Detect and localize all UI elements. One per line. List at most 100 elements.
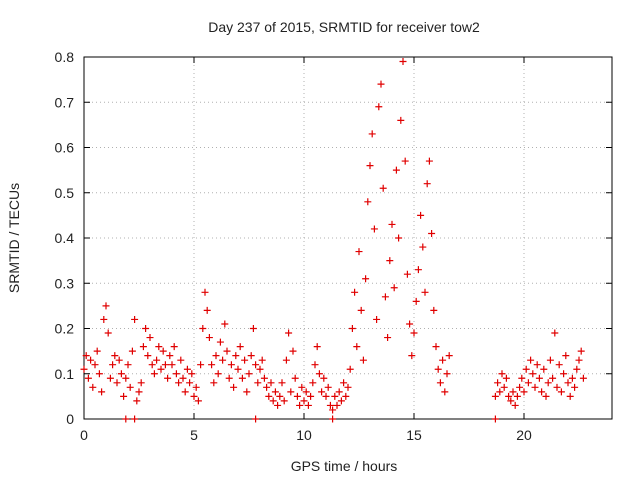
data-point xyxy=(410,329,418,337)
data-point xyxy=(364,198,372,206)
data-point xyxy=(366,162,374,170)
data-point xyxy=(571,383,579,391)
zero-point xyxy=(131,415,139,423)
data-point xyxy=(274,401,282,409)
data-point xyxy=(199,325,207,332)
y-tick-label: 0 xyxy=(66,411,74,427)
data-point xyxy=(496,388,504,396)
data-point xyxy=(271,388,279,396)
data-point xyxy=(159,347,167,355)
data-point xyxy=(351,288,359,296)
y-tick-label: 0.7 xyxy=(55,94,75,110)
data-point xyxy=(267,379,275,387)
data-point xyxy=(212,352,220,360)
data-point xyxy=(234,365,242,373)
data-point xyxy=(247,352,255,360)
data-point xyxy=(139,343,147,351)
data-point xyxy=(439,356,447,364)
data-point xyxy=(379,184,387,192)
data-point xyxy=(386,257,394,265)
data-point xyxy=(324,383,332,391)
data-point xyxy=(516,383,524,391)
data-point xyxy=(566,392,574,400)
data-point xyxy=(573,365,581,373)
data-point xyxy=(353,343,361,351)
zero-point xyxy=(491,415,499,423)
data-point xyxy=(82,352,90,360)
data-point xyxy=(553,383,561,391)
data-point xyxy=(315,370,323,378)
data-point xyxy=(282,356,290,364)
data-point xyxy=(509,388,517,396)
zero-point xyxy=(329,415,337,423)
data-point xyxy=(95,370,103,378)
data-point xyxy=(390,284,398,292)
data-point xyxy=(142,325,150,332)
data-point xyxy=(296,401,304,409)
data-point xyxy=(109,361,117,369)
data-point xyxy=(403,270,411,278)
data-point xyxy=(166,352,174,360)
data-point xyxy=(236,343,244,351)
data-point xyxy=(291,374,299,382)
x-tick-label: 0 xyxy=(80,427,88,443)
data-point xyxy=(373,315,381,323)
data-point xyxy=(355,248,363,256)
data-point xyxy=(148,361,156,369)
data-point xyxy=(544,379,552,387)
data-point xyxy=(443,370,451,378)
data-point xyxy=(555,361,563,369)
data-point xyxy=(245,370,253,378)
data-point xyxy=(513,392,521,400)
data-point xyxy=(419,243,427,251)
x-tick-label: 5 xyxy=(190,427,198,443)
x-tick-label: 20 xyxy=(516,427,532,443)
data-point xyxy=(144,352,152,360)
data-point xyxy=(524,379,532,387)
data-point xyxy=(397,116,405,124)
data-point xyxy=(155,343,163,351)
data-point xyxy=(533,361,541,369)
data-point xyxy=(221,320,229,328)
data-point xyxy=(172,370,180,378)
data-point xyxy=(100,315,108,323)
data-point xyxy=(428,229,436,237)
data-point xyxy=(150,370,158,378)
data-point xyxy=(522,365,530,373)
data-point xyxy=(183,365,191,373)
data-point xyxy=(304,401,312,409)
data-point xyxy=(104,329,112,337)
data-point xyxy=(177,356,185,364)
data-point xyxy=(254,379,262,387)
data-point xyxy=(258,356,266,364)
data-point xyxy=(186,379,194,387)
data-point xyxy=(153,356,161,364)
data-point xyxy=(241,356,249,364)
data-point xyxy=(491,392,499,400)
data-point xyxy=(562,352,570,360)
data-point xyxy=(425,157,433,165)
data-point xyxy=(359,356,367,364)
data-point xyxy=(500,383,508,391)
data-point xyxy=(111,352,119,360)
data-points xyxy=(80,58,587,423)
data-point xyxy=(214,370,222,378)
data-point xyxy=(238,374,246,382)
data-point xyxy=(115,356,123,364)
data-point xyxy=(131,315,139,323)
data-point xyxy=(575,356,583,364)
data-point xyxy=(313,343,321,351)
data-point xyxy=(392,166,400,174)
data-point xyxy=(117,370,125,378)
data-point xyxy=(326,401,334,409)
data-point xyxy=(362,275,370,283)
data-point xyxy=(300,397,308,405)
data-point xyxy=(168,361,176,369)
data-point xyxy=(377,80,385,88)
data-point xyxy=(210,379,218,387)
data-point xyxy=(370,225,378,233)
data-point xyxy=(436,379,444,387)
data-point xyxy=(201,288,209,296)
x-tick-label: 10 xyxy=(296,427,312,443)
data-point xyxy=(194,397,202,405)
